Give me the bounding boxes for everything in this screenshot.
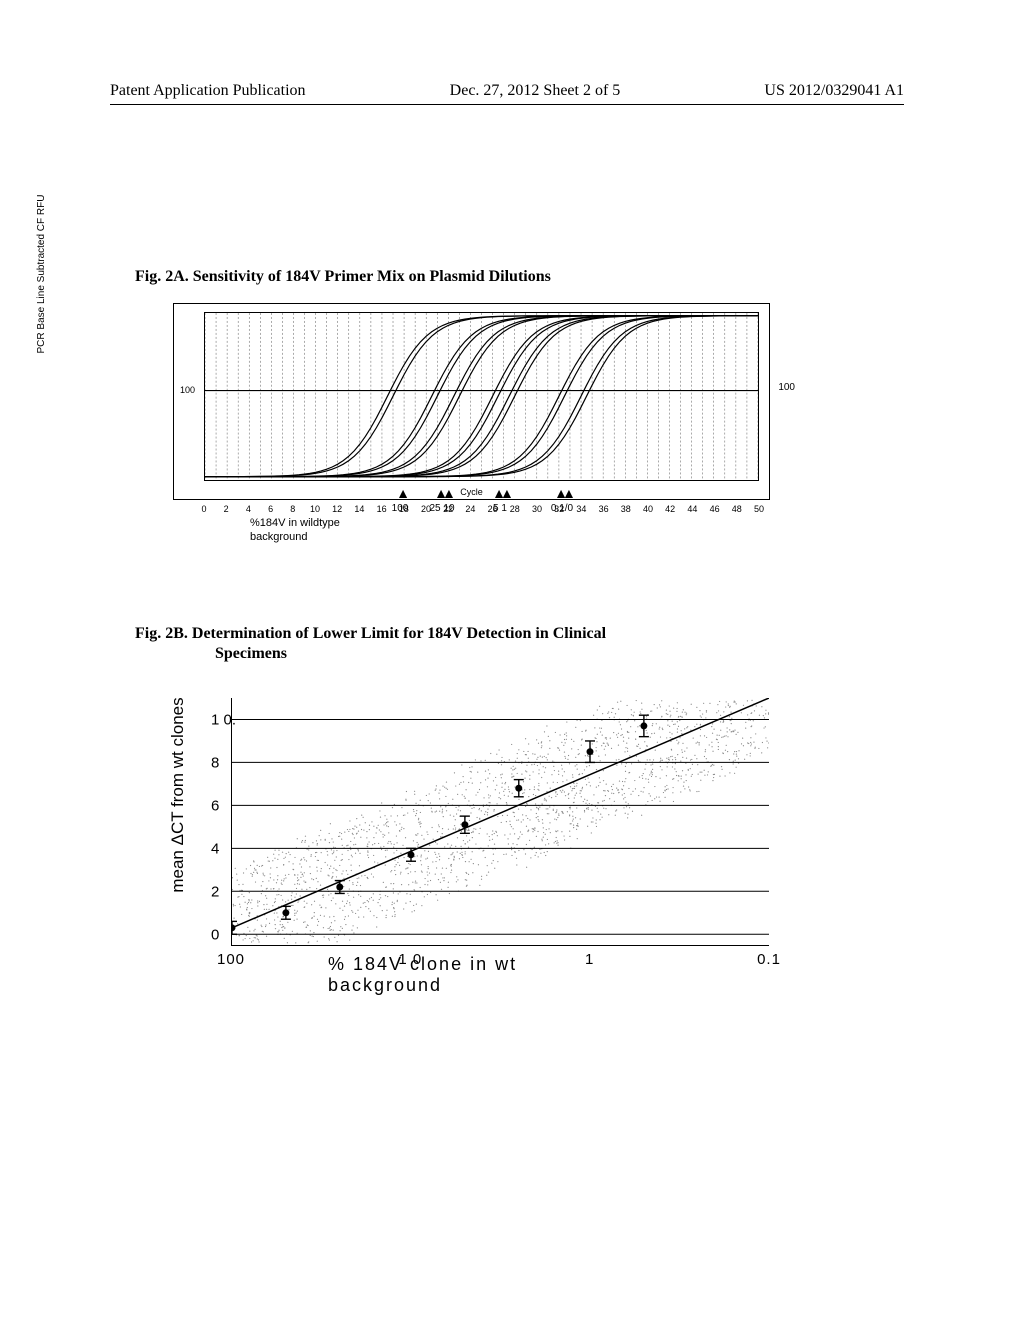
fig-2b-xtick: 1 0 <box>398 951 422 968</box>
fig-2b-ytick: 6 <box>211 797 219 814</box>
header-right: US 2012/0329041 A1 <box>764 82 904 100</box>
fig-2a-xtick: 12 <box>332 504 342 514</box>
fig-2b-ytick: 4 <box>211 840 219 857</box>
fig-2a-xtick: 2 <box>224 504 229 514</box>
fig-2a-xtick: 6 <box>268 504 273 514</box>
fig-2b-chart: mean ΔCT from wt clones % 184V clone in … <box>173 690 793 990</box>
fig-2b-svg <box>232 698 769 945</box>
legend-arrow-icon: ▲▲ <box>434 484 450 502</box>
fig-2a-right-tick: 100 <box>778 382 795 393</box>
fig-2a-xtick: 50 <box>754 504 764 514</box>
fig-2a-xtick: 16 <box>377 504 387 514</box>
fig-2a-xtick: 14 <box>354 504 364 514</box>
fig-2a-xtick: 10 <box>310 504 320 514</box>
fig-2b-ytick: 0 <box>211 927 219 944</box>
legend-arrow-icon: ▲ <box>396 484 404 502</box>
fig-2a-curves-svg <box>205 313 758 481</box>
fig-2b-plot-area <box>231 698 769 946</box>
fig-2a-plot-area <box>204 312 759 481</box>
fig-2a-caption: Fig. 2A. Sensitivity of 184V Primer Mix … <box>135 268 551 286</box>
fig-2a-xtick: 4 <box>246 504 251 514</box>
fig-2a-chart: PCR Base Line Subtracted CF RFU Cycle 10… <box>173 303 770 500</box>
fig-2b-xtick: 1 <box>585 951 594 968</box>
fig-2a-xtick: 0 <box>201 504 206 514</box>
legend-arrow-icon: ▲▲ <box>492 484 508 502</box>
fig-2a-ytick: 100 <box>180 385 195 395</box>
fig-2b-caption-line1: Fig. 2B. Determination of Lower Limit fo… <box>135 625 606 643</box>
fig-2a-legend-line1: %184V in wildtype <box>250 516 400 530</box>
fig-2a-xtick: 8 <box>290 504 295 514</box>
legend-value: 25 10 <box>429 502 454 515</box>
fig-2b-ytick: 1 0. <box>211 711 236 728</box>
fig-2b-xtick: 100 <box>217 951 245 968</box>
fig-2b-ylabel: mean ΔCT from wt clones <box>168 680 188 910</box>
fig-2b-xtick: 0.1 <box>757 951 781 968</box>
fig-2a-legend: ▲▲▲▲▲▲▲ 10025 105 10.1/0 %184V in wildty… <box>250 520 700 545</box>
fig-2a-xtick: 48 <box>732 504 742 514</box>
legend-value: 100 <box>392 502 409 515</box>
fig-2b-ytick: 8 <box>211 754 219 771</box>
patent-header: Patent Application Publication Dec. 27, … <box>110 82 904 105</box>
fig-2b-caption-line2: Specimens <box>215 645 287 663</box>
header-mid: Dec. 27, 2012 Sheet 2 of 5 <box>450 82 621 100</box>
legend-arrow-icon: ▲▲ <box>554 484 570 502</box>
header-left: Patent Application Publication <box>110 82 306 100</box>
legend-value: 5 1 <box>493 502 507 515</box>
fig-2a-legend-line2: background <box>250 530 400 544</box>
fig-2a-xtick: 46 <box>710 504 720 514</box>
fig-2b-ytick: 2 <box>211 884 219 901</box>
fig-2a-ylabel: PCR Base Line Subtracted CF RFU <box>36 184 47 364</box>
legend-value: 0.1/0 <box>551 502 573 515</box>
